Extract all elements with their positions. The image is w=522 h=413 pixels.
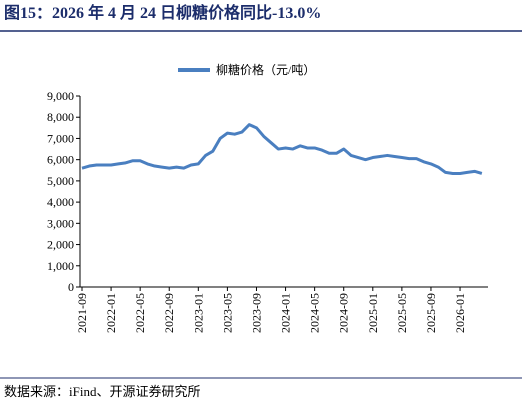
y-tick-label: 6,000 [47,153,74,167]
x-tick-label: 2024-05 [308,293,322,333]
y-tick-label: 1,000 [47,259,74,273]
legend-label: 柳糖价格（元/吨） [216,62,315,77]
x-tick-label: 2023-05 [220,293,234,333]
x-tick-label: 2021-09 [75,293,89,333]
x-tick-label: 2025-01 [366,293,380,333]
y-tick-label: 7,000 [47,131,74,145]
x-tick-label: 2023-01 [191,293,205,333]
x-tick-label: 2022-05 [133,293,147,333]
y-tick-label: 4,000 [47,195,74,209]
x-tick-label: 2022-01 [104,293,118,333]
x-tick-label: 2022-09 [162,293,176,333]
y-tick-label: 5,000 [47,174,74,188]
source: 数据来源：iFind、开源证券研究所 [4,384,200,399]
x-tick-label: 2024-01 [279,293,293,333]
y-tick-label: 3,000 [47,216,74,230]
y-tick-label: 9,000 [47,89,74,103]
x-tick-label: 2025-05 [395,293,409,333]
line [81,123,483,175]
x-tick-label: 2025-09 [424,293,438,333]
chart-title: 图15：2026 年 4 月 24 日柳糖价格同比-13.0% [4,3,321,22]
y-tick-label: 0 [68,280,74,294]
y-tick-label: 8,000 [47,110,74,124]
x-tick-label: 2026-01 [453,293,467,333]
y-tick-label: 2,000 [47,238,74,252]
x-tick-label: 2023-09 [249,293,263,333]
x-tick-label: 2024-09 [337,293,351,333]
